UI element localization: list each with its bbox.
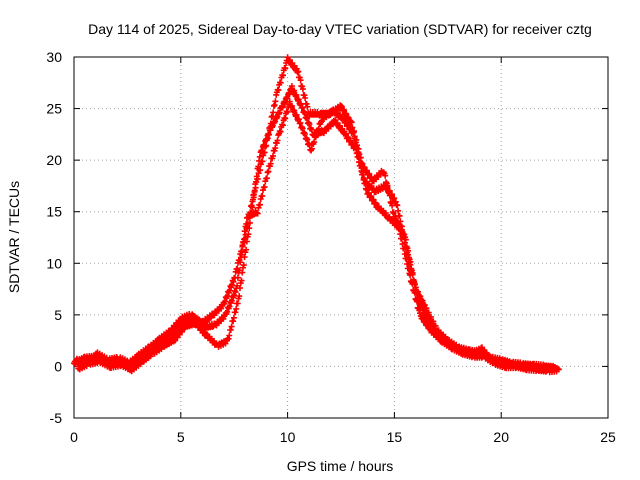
y-tick-label: 20: [46, 152, 62, 168]
data-point-markers: [71, 54, 558, 372]
x-tick-label: 10: [280, 429, 296, 445]
series-track-a: [71, 54, 558, 372]
chart-title: Day 114 of 2025, Sidereal Day-to-day VTE…: [88, 21, 592, 37]
y-axis-label: SDTVAR / TECUs: [6, 181, 22, 293]
y-tick-label: -5: [50, 410, 63, 426]
y-tick-label: 30: [46, 49, 62, 65]
x-tick-label: 15: [387, 429, 403, 445]
x-tick-label: 20: [493, 429, 509, 445]
y-tick-label: 15: [46, 204, 62, 220]
y-tick-label: 10: [46, 255, 62, 271]
y-tick-label: 0: [54, 358, 62, 374]
x-tick-label: 5: [177, 429, 185, 445]
series-track-c: [73, 98, 560, 374]
y-tick-label: 5: [54, 307, 62, 323]
data-points: [71, 54, 562, 376]
data-point-markers: [73, 98, 560, 374]
x-tick-label: 25: [600, 429, 616, 445]
plot-frame: [73, 56, 609, 419]
y-tick-label: 25: [46, 101, 62, 117]
x-tick-label: 0: [70, 429, 78, 445]
axis-ticks: 0 5 10 15 20 25 -5 0 5 10 15 20 25 30: [46, 49, 616, 445]
x-axis-label: GPS time / hours: [287, 458, 394, 474]
